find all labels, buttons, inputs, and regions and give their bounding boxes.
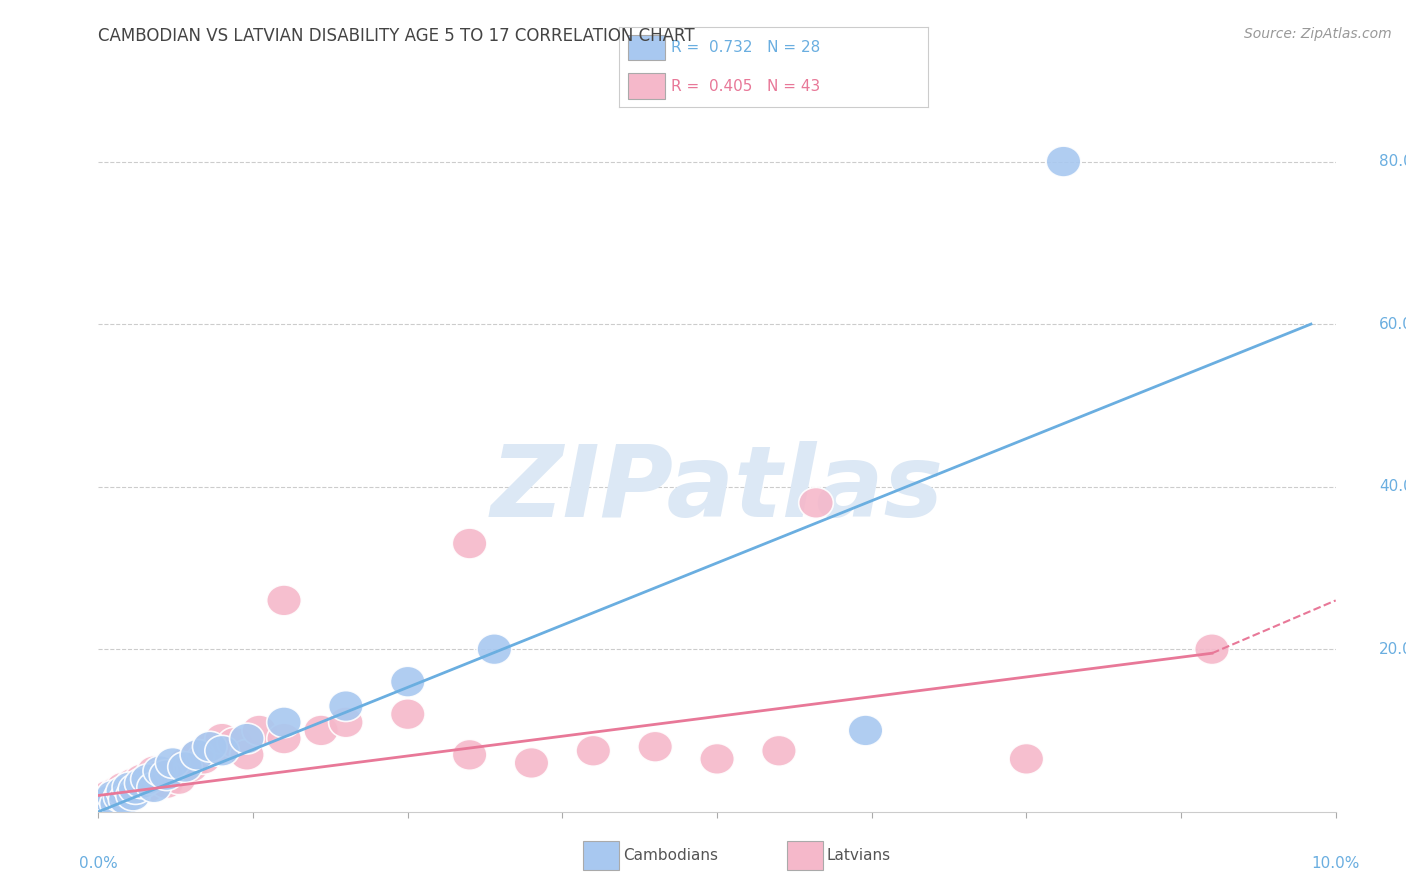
Ellipse shape (477, 633, 512, 665)
Ellipse shape (515, 747, 548, 779)
Text: R =  0.405   N = 43: R = 0.405 N = 43 (671, 78, 821, 94)
Ellipse shape (155, 756, 190, 787)
Text: 20.0%: 20.0% (1379, 641, 1406, 657)
Ellipse shape (848, 715, 883, 746)
Ellipse shape (87, 787, 122, 817)
Ellipse shape (391, 666, 425, 698)
Text: 40.0%: 40.0% (1379, 479, 1406, 494)
Ellipse shape (93, 792, 128, 823)
Ellipse shape (100, 776, 135, 807)
Ellipse shape (91, 789, 125, 821)
Ellipse shape (180, 739, 215, 771)
Ellipse shape (1195, 633, 1229, 665)
Ellipse shape (1046, 146, 1081, 177)
Ellipse shape (108, 780, 143, 811)
Ellipse shape (112, 772, 146, 803)
Ellipse shape (100, 789, 135, 819)
FancyBboxPatch shape (628, 35, 665, 61)
Ellipse shape (143, 760, 177, 790)
Text: R =  0.732   N = 28: R = 0.732 N = 28 (671, 40, 821, 55)
Ellipse shape (329, 690, 363, 722)
Text: 80.0%: 80.0% (1379, 154, 1406, 169)
Text: ZIPatlas: ZIPatlas (491, 442, 943, 539)
Ellipse shape (143, 756, 177, 787)
Ellipse shape (180, 739, 215, 771)
Ellipse shape (217, 727, 252, 758)
Ellipse shape (198, 735, 233, 766)
Ellipse shape (242, 715, 277, 746)
Ellipse shape (131, 764, 166, 795)
Ellipse shape (174, 752, 208, 782)
Ellipse shape (108, 784, 143, 815)
Ellipse shape (205, 735, 239, 766)
Ellipse shape (229, 739, 264, 771)
Ellipse shape (155, 747, 190, 779)
Ellipse shape (799, 487, 834, 518)
Ellipse shape (115, 780, 150, 811)
Ellipse shape (304, 715, 339, 746)
Ellipse shape (193, 731, 228, 762)
Ellipse shape (104, 781, 138, 813)
Ellipse shape (186, 743, 221, 774)
Ellipse shape (391, 698, 425, 730)
Ellipse shape (229, 723, 264, 754)
Ellipse shape (453, 739, 486, 771)
Text: 10.0%: 10.0% (1312, 856, 1360, 871)
Ellipse shape (124, 768, 159, 798)
Ellipse shape (131, 772, 166, 803)
Text: 0.0%: 0.0% (79, 856, 118, 871)
Ellipse shape (149, 768, 184, 798)
Ellipse shape (193, 731, 228, 762)
Ellipse shape (267, 723, 301, 754)
Ellipse shape (93, 784, 128, 815)
Ellipse shape (91, 780, 125, 811)
Ellipse shape (105, 776, 141, 807)
FancyBboxPatch shape (628, 73, 665, 99)
Ellipse shape (105, 772, 141, 803)
Ellipse shape (112, 781, 146, 813)
Ellipse shape (118, 773, 153, 805)
Text: CAMBODIAN VS LATVIAN DISABILITY AGE 5 TO 17 CORRELATION CHART: CAMBODIAN VS LATVIAN DISABILITY AGE 5 TO… (98, 27, 695, 45)
Ellipse shape (638, 731, 672, 762)
Ellipse shape (96, 784, 131, 815)
Ellipse shape (162, 764, 197, 795)
Ellipse shape (167, 752, 202, 782)
Ellipse shape (205, 723, 239, 754)
Ellipse shape (115, 768, 150, 798)
Ellipse shape (124, 764, 159, 795)
Ellipse shape (118, 776, 153, 807)
Ellipse shape (167, 747, 202, 779)
Ellipse shape (136, 772, 172, 803)
Ellipse shape (104, 789, 138, 819)
Ellipse shape (136, 756, 172, 787)
Ellipse shape (267, 585, 301, 615)
Ellipse shape (96, 780, 131, 811)
Ellipse shape (700, 743, 734, 774)
Ellipse shape (576, 735, 610, 766)
Ellipse shape (1010, 743, 1043, 774)
Text: 60.0%: 60.0% (1379, 317, 1406, 332)
Ellipse shape (267, 706, 301, 738)
Ellipse shape (329, 706, 363, 738)
Ellipse shape (453, 528, 486, 559)
Ellipse shape (149, 760, 184, 790)
Text: Cambodians: Cambodians (623, 848, 718, 863)
Text: Source: ZipAtlas.com: Source: ZipAtlas.com (1244, 27, 1392, 41)
Text: Latvians: Latvians (827, 848, 891, 863)
Ellipse shape (87, 789, 122, 819)
Ellipse shape (762, 735, 796, 766)
